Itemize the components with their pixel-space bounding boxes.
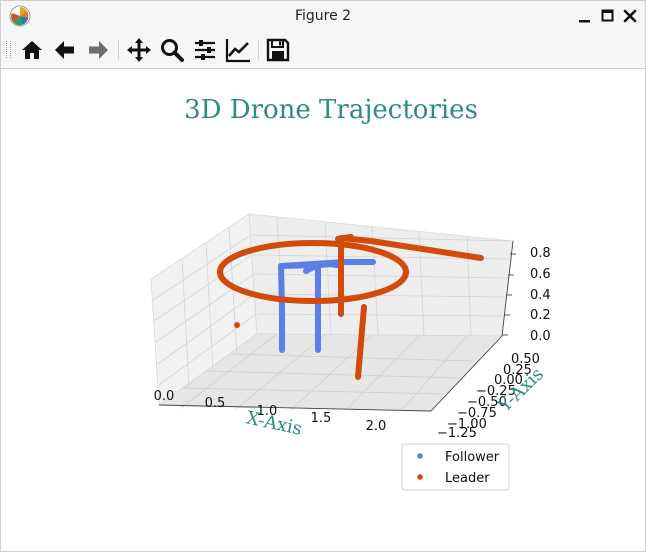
toolbar-separator bbox=[258, 40, 259, 60]
home-icon[interactable] bbox=[19, 37, 45, 63]
follower-arc bbox=[303, 261, 340, 274]
pan-icon[interactable] bbox=[126, 37, 152, 63]
leader-trajectory bbox=[217, 234, 484, 380]
x-tick-label: 1.0 bbox=[257, 404, 278, 419]
y-tick-label: 0.50 bbox=[511, 352, 540, 367]
back-pane bbox=[248, 213, 514, 337]
edit-axis-icon[interactable] bbox=[225, 37, 251, 63]
legend-box bbox=[401, 443, 510, 491]
leader-loop bbox=[217, 240, 409, 304]
figure-canvas[interactable]: 3D Drone Trajectories bbox=[1, 69, 645, 551]
maximize-icon[interactable] bbox=[598, 6, 618, 26]
toolbar-separator bbox=[118, 40, 119, 60]
z-axis-line bbox=[501, 240, 514, 337]
y-tick-label: −1.25 bbox=[437, 426, 477, 441]
axes-3d: 0.0 0.5 1.0 1.5 2.0 0.50 0.25 0.00 −0.25… bbox=[150, 213, 551, 441]
z-ticks bbox=[502, 253, 516, 336]
x-tick-label: 1.5 bbox=[311, 411, 332, 426]
y-axis-line bbox=[430, 335, 503, 412]
window-title: Figure 2 bbox=[294, 8, 352, 24]
left-pane-grid bbox=[152, 226, 257, 388]
y-tick-label: 0.00 bbox=[494, 373, 523, 388]
leader-post bbox=[355, 304, 367, 380]
leader-top-stub bbox=[335, 234, 354, 242]
follower-trajectory bbox=[278, 259, 376, 353]
close-icon[interactable] bbox=[620, 6, 640, 26]
leader-upper-track bbox=[338, 235, 484, 317]
title-bar: Figure 2 bbox=[1, 1, 645, 31]
legend-leader-marker bbox=[417, 474, 423, 480]
x-axis-line bbox=[158, 404, 432, 412]
z-tick-label: 0.6 bbox=[530, 267, 551, 282]
y-tick-label: −0.75 bbox=[457, 406, 497, 421]
forward-arrow-icon[interactable] bbox=[85, 37, 111, 63]
configure-subplots-icon[interactable] bbox=[192, 37, 218, 63]
y-tick-label: −0.50 bbox=[467, 395, 507, 410]
x-tick-labels: 0.0 0.5 1.0 1.5 2.0 bbox=[154, 389, 387, 434]
save-icon[interactable] bbox=[265, 37, 291, 63]
y-tick-labels: 0.50 0.25 0.00 −0.25 −0.50 −0.75 −1.00 −… bbox=[437, 352, 540, 441]
z-tick-label: 0.2 bbox=[530, 308, 551, 323]
y-tick-label: −0.25 bbox=[476, 384, 516, 399]
z-tick-label: 0.4 bbox=[530, 288, 551, 303]
chart-title: 3D Drone Trajectories bbox=[184, 95, 478, 125]
back-arrow-icon[interactable] bbox=[52, 37, 78, 63]
z-tick-label: 0.0 bbox=[530, 329, 551, 344]
x-tick-label: 0.0 bbox=[154, 389, 175, 404]
x-tick-label: 2.0 bbox=[366, 419, 387, 434]
z-tick-label: 0.8 bbox=[530, 246, 551, 261]
follower-crossbar bbox=[278, 259, 376, 269]
x-axis-label: X-Axis bbox=[244, 407, 304, 439]
legend-leader-label: Leader bbox=[445, 471, 490, 486]
matplotlib-app-icon bbox=[9, 5, 31, 27]
y-tick-label: −1.00 bbox=[447, 417, 487, 432]
toolbar bbox=[1, 31, 645, 69]
legend-follower-marker bbox=[417, 453, 423, 459]
legend: Follower Leader bbox=[401, 443, 510, 491]
z-tick-labels: 0.0 0.2 0.4 0.6 0.8 bbox=[530, 246, 551, 344]
minimize-icon[interactable] bbox=[575, 6, 595, 26]
zoom-icon[interactable] bbox=[159, 37, 185, 63]
leader-stray-point bbox=[234, 322, 240, 328]
y-tick-label: 0.25 bbox=[503, 363, 532, 378]
toolbar-grip[interactable] bbox=[6, 41, 11, 58]
legend-follower-label: Follower bbox=[445, 450, 500, 465]
x-tick-label: 0.5 bbox=[205, 396, 226, 411]
